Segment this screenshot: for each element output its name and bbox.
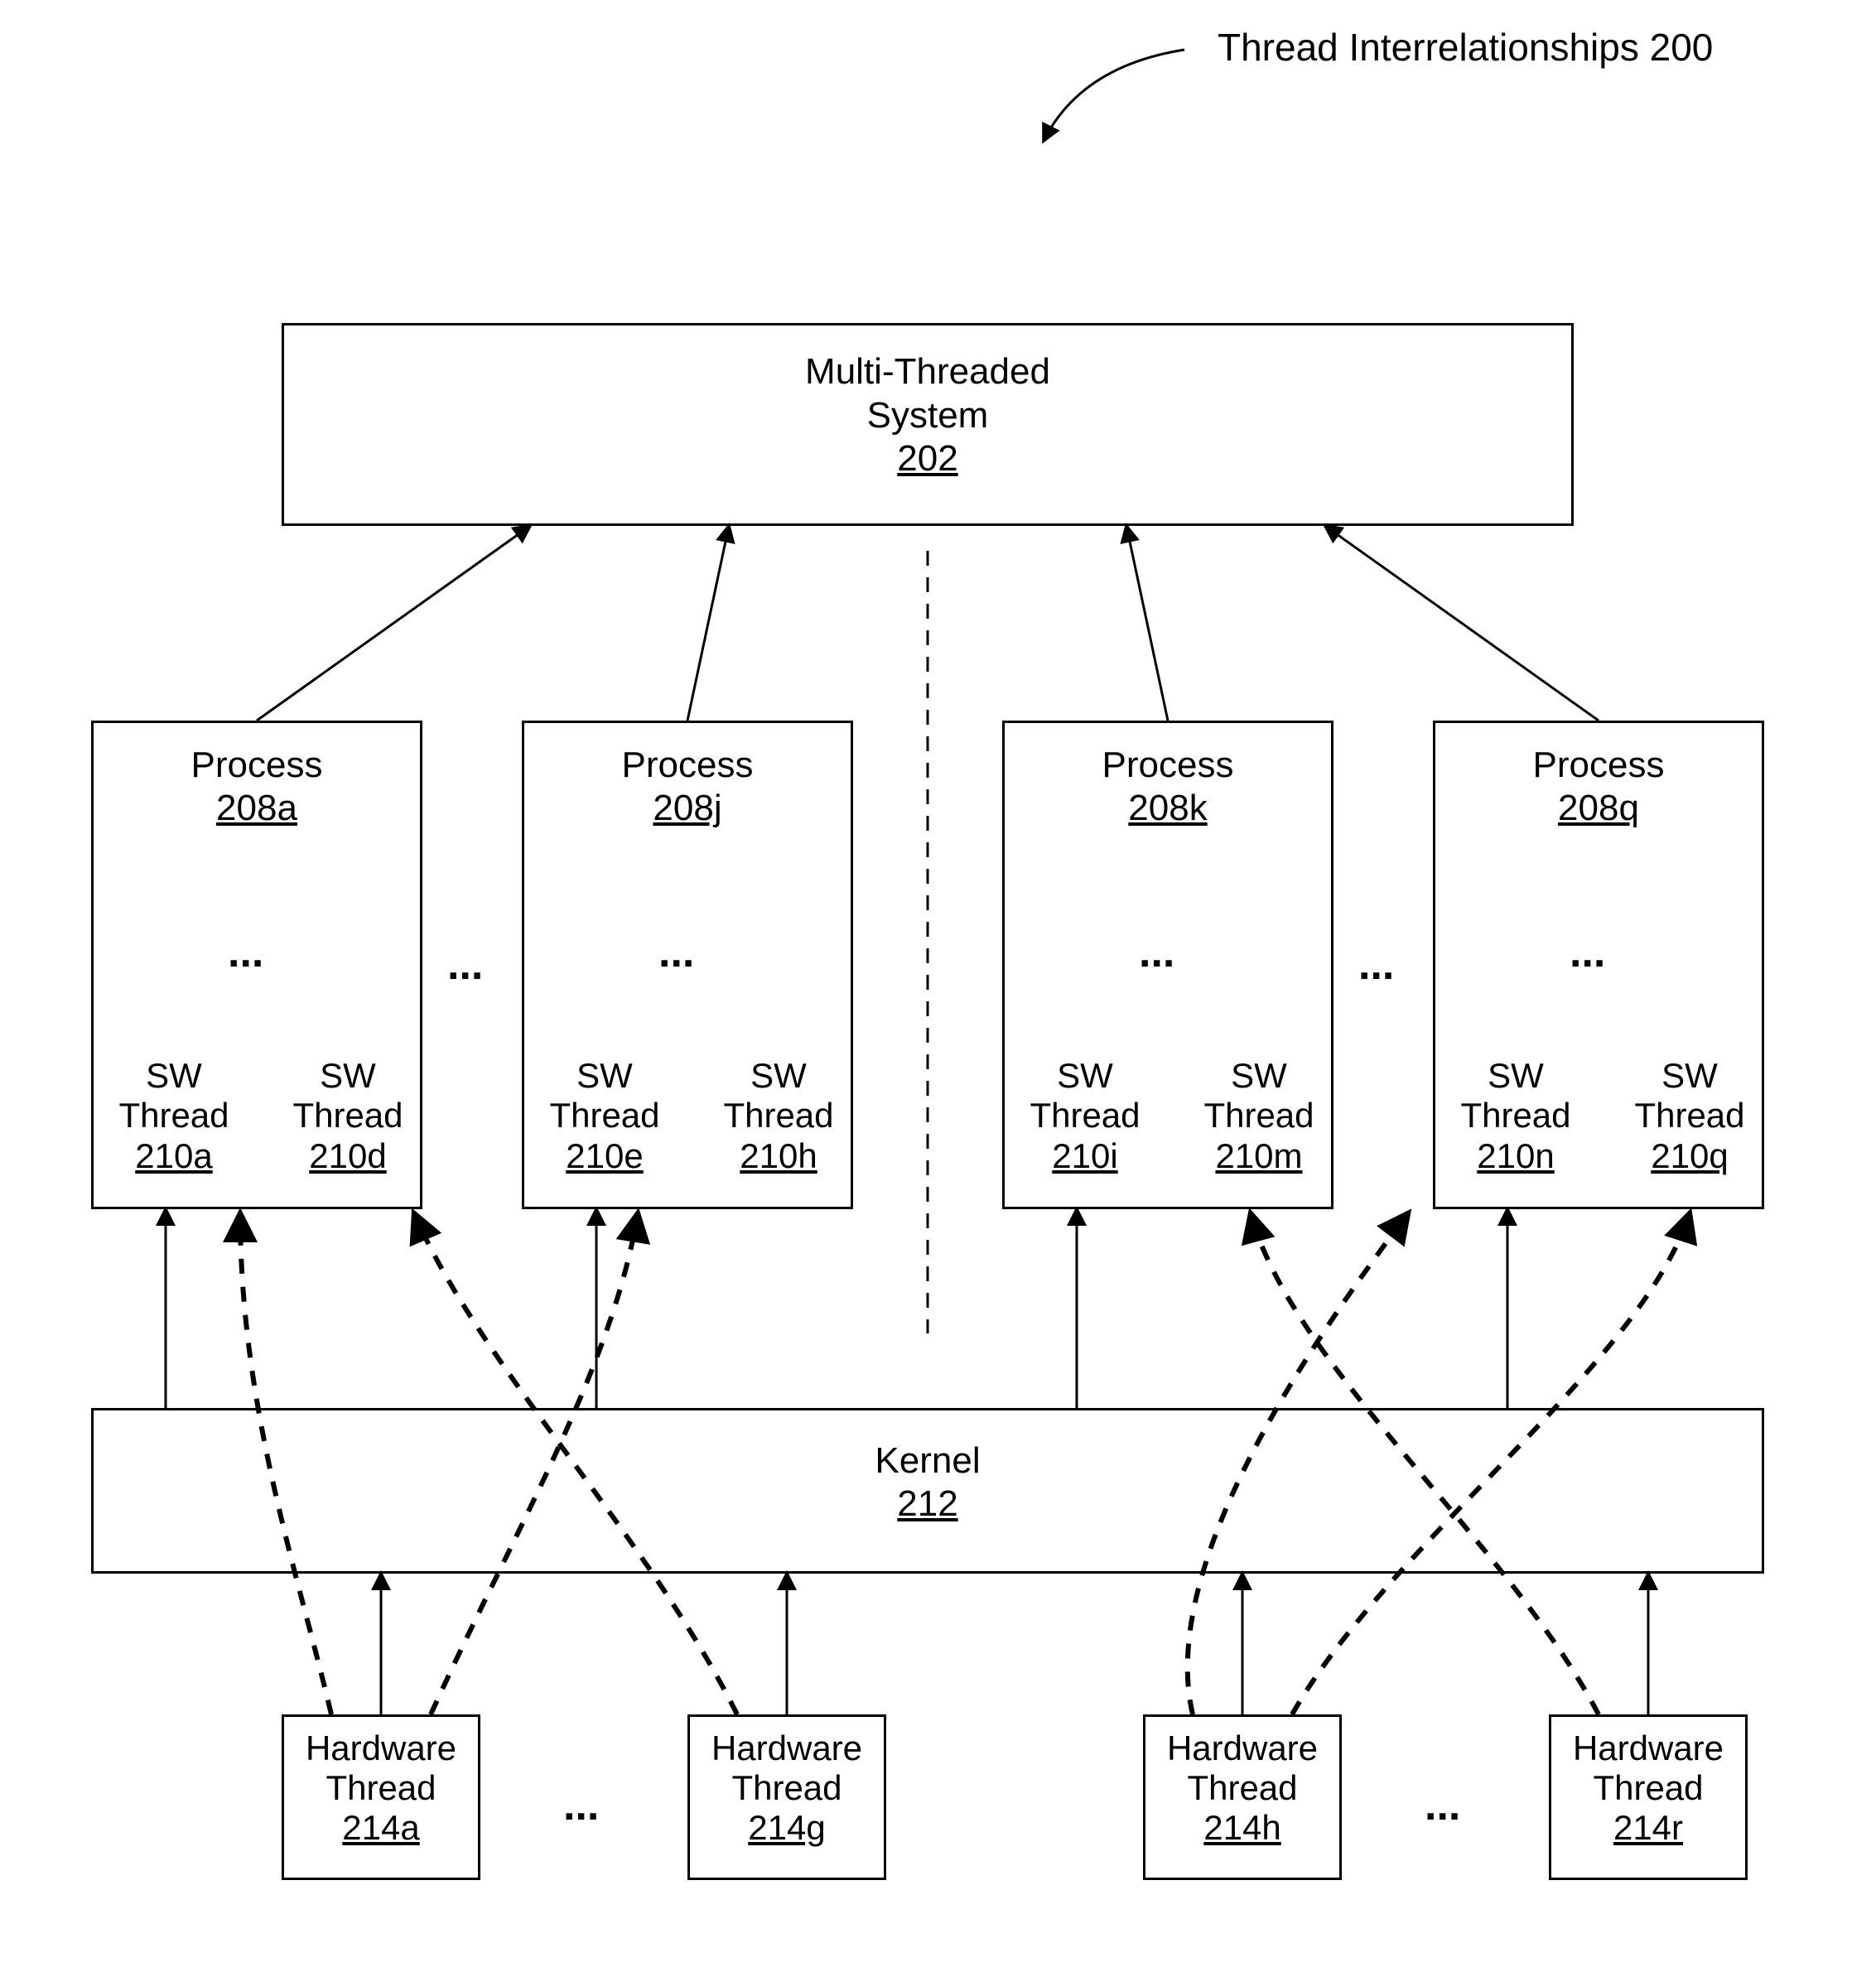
ellipsis: ... bbox=[1570, 928, 1605, 977]
process-ref: 208a bbox=[216, 788, 297, 829]
hw-label-1: Hardware bbox=[306, 1729, 456, 1768]
process-ref: 208j bbox=[653, 788, 721, 829]
mts-ref: 202 bbox=[897, 438, 957, 480]
kernel-ref: 212 bbox=[897, 1483, 957, 1525]
hw-label-2: Thread bbox=[1187, 1768, 1297, 1808]
hw-ref: 214a bbox=[342, 1808, 419, 1848]
hw-ref: 214r bbox=[1613, 1808, 1683, 1848]
process-label: Process bbox=[1102, 744, 1234, 788]
process-ref: 208k bbox=[1128, 788, 1207, 829]
hw-label-1: Hardware bbox=[1573, 1729, 1724, 1768]
kernel-label: Kernel bbox=[875, 1439, 980, 1483]
hardware-thread-box: HardwareThread214g bbox=[687, 1714, 886, 1880]
hw-label-2: Thread bbox=[731, 1768, 842, 1808]
hw-label-1: Hardware bbox=[1167, 1729, 1318, 1768]
mts-label-2: System bbox=[867, 394, 989, 438]
sw-thread-label: SWThread210q bbox=[1619, 1056, 1760, 1176]
hw-label-1: Hardware bbox=[711, 1729, 862, 1768]
ellipsis: ... bbox=[658, 928, 694, 977]
ellipsis: ... bbox=[447, 940, 483, 990]
ellipsis: ... bbox=[1358, 940, 1394, 990]
kernel-box: Kernel 212 bbox=[91, 1408, 1764, 1574]
sw-thread-label: SWThread210e bbox=[534, 1056, 675, 1176]
hardware-thread-box: HardwareThread214h bbox=[1143, 1714, 1342, 1880]
sw-thread-label: SWThread210m bbox=[1189, 1056, 1329, 1176]
ellipsis: ... bbox=[1139, 928, 1174, 977]
mts-label-1: Multi-Threaded bbox=[805, 350, 1050, 394]
ellipsis: ... bbox=[1425, 1781, 1460, 1830]
hardware-thread-box: HardwareThread214r bbox=[1549, 1714, 1748, 1880]
hardware-thread-box: HardwareThread214a bbox=[282, 1714, 480, 1880]
process-ref: 208q bbox=[1558, 788, 1639, 829]
process-label: Process bbox=[1533, 744, 1665, 788]
hw-ref: 214h bbox=[1203, 1808, 1280, 1848]
process-label: Process bbox=[622, 744, 754, 788]
process-label: Process bbox=[191, 744, 323, 788]
sw-thread-label: SWThread210a bbox=[104, 1056, 244, 1176]
hw-label-2: Thread bbox=[326, 1768, 436, 1808]
hw-ref: 214g bbox=[748, 1808, 825, 1848]
sw-thread-label: SWThread210n bbox=[1445, 1056, 1586, 1176]
sw-thread-label: SWThread210d bbox=[277, 1056, 418, 1176]
diagram-canvas: Thread Interrelationships 200 Multi-Thre… bbox=[0, 0, 1876, 1972]
sw-thread-label: SWThread210i bbox=[1015, 1056, 1155, 1176]
ellipsis: ... bbox=[228, 928, 263, 977]
hw-label-2: Thread bbox=[1593, 1768, 1703, 1808]
diagram-title: Thread Interrelationships 200 bbox=[1218, 25, 1713, 70]
sw-thread-label: SWThread210h bbox=[708, 1056, 849, 1176]
multithreaded-system-box: Multi-Threaded System 202 bbox=[282, 323, 1574, 526]
ellipsis: ... bbox=[563, 1781, 599, 1830]
